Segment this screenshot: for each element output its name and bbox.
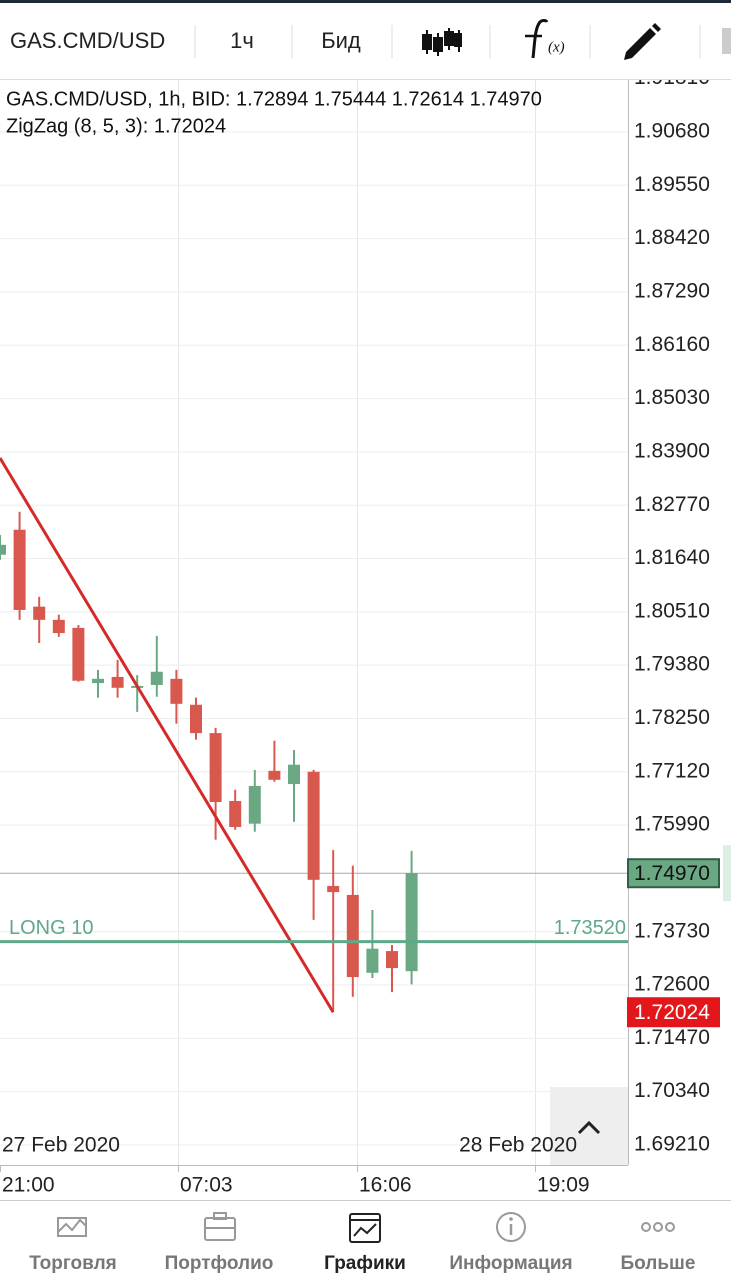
- chart-type-button[interactable]: [422, 28, 462, 56]
- date-label: 27 Feb 2020: [2, 1134, 120, 1157]
- x-tick-label: 19:09: [537, 1174, 590, 1197]
- y-tick-label: 1.82770: [634, 493, 710, 516]
- y-tick-label: 1.83900: [634, 439, 710, 462]
- position-label: LONG 10: [9, 917, 93, 939]
- x-tick-label: 16:06: [359, 1174, 412, 1197]
- nav-item[interactable]: Информация: [449, 1212, 573, 1274]
- y-tick-label: 1.73730: [634, 919, 710, 942]
- candle-body: [72, 627, 85, 681]
- candle-body: [386, 951, 398, 969]
- candle-body: [307, 771, 320, 880]
- y-tick-label: 1.77120: [634, 759, 710, 782]
- price-tag-label: 1.74970: [634, 862, 710, 885]
- candle-body: [229, 801, 242, 827]
- y-tick-label: 1.87290: [634, 279, 710, 302]
- candle-body: [33, 606, 46, 620]
- y-tick-label: 1.90680: [634, 120, 710, 143]
- more-button[interactable]: [722, 28, 731, 54]
- toolbar: GAS.CMD/USD 1ч Бид (x): [0, 0, 731, 80]
- y-tick-label: 1.72600: [634, 973, 710, 996]
- svg-text:(x): (x): [548, 39, 565, 55]
- nav-label: Информация: [449, 1253, 572, 1274]
- candle-body: [248, 785, 261, 824]
- candle-body: [346, 894, 359, 978]
- candle-body: [92, 678, 104, 684]
- overlay: LONG 10 1.73520: [9, 917, 626, 939]
- candle-body: [327, 885, 340, 893]
- indicator-label: ZigZag (8, 5, 3): 1.72024: [6, 115, 226, 137]
- position-price: 1.73520: [554, 917, 626, 939]
- y-tick-label: 1.75990: [634, 813, 710, 836]
- candle-body: [0, 544, 6, 555]
- candle-body: [288, 764, 300, 785]
- y-tick-label: 1.85030: [634, 386, 710, 409]
- y-tick-label: 1.78250: [634, 706, 710, 729]
- indicators-button[interactable]: (x): [525, 19, 565, 59]
- y-tick-label: 1.89550: [634, 173, 710, 196]
- time-axis: 21:00 07:03 16:06 19:09: [0, 1165, 590, 1197]
- nav-item[interactable]: Торговля: [29, 1217, 117, 1274]
- candle-body: [170, 678, 183, 704]
- candle-body: [366, 948, 379, 973]
- price-side-button[interactable]: Бид: [321, 28, 361, 53]
- plot-area: [0, 80, 628, 1165]
- nav-item[interactable]: Портфолио: [165, 1212, 274, 1274]
- timeframe-button[interactable]: 1ч: [230, 28, 254, 53]
- y-tick-label: 1.79380: [634, 653, 710, 676]
- nav-label: Графики: [324, 1253, 406, 1274]
- nav-label: Больше: [621, 1253, 696, 1274]
- draw-button[interactable]: [624, 23, 661, 60]
- candle-body: [111, 676, 124, 688]
- nav-label: Портфолио: [165, 1253, 274, 1274]
- scroll-button[interactable]: [550, 1087, 628, 1165]
- y-tick-label: 1.71470: [634, 1026, 710, 1049]
- candle-body: [268, 770, 281, 780]
- symbol-button[interactable]: GAS.CMD/USD: [10, 28, 165, 53]
- bottom-nav: Торговля Портфолио Графики Информация Бо…: [29, 1212, 696, 1274]
- chart-header: GAS.CMD/USD, 1h, BID: 1.72894 1.75444 1.…: [6, 88, 542, 110]
- price-tag: [627, 858, 720, 889]
- candle-body: [52, 619, 65, 634]
- x-tick-label: 07:03: [180, 1174, 233, 1197]
- nav-item[interactable]: Графики: [324, 1213, 406, 1274]
- nav-item[interactable]: Больше: [621, 1222, 696, 1274]
- candle-body: [190, 704, 202, 734]
- y-tick-label: 1.80510: [634, 599, 710, 622]
- y-tick-label: 1.86160: [634, 333, 710, 356]
- price-tag: [627, 997, 720, 1028]
- candle-body: [150, 671, 163, 685]
- zigzag-line: [0, 457, 335, 1013]
- candle-body: [405, 873, 418, 972]
- price-tag-edge: [723, 845, 731, 902]
- y-tick-label: 1.88420: [634, 226, 710, 249]
- date-label: 28 Feb 2020: [459, 1134, 577, 1157]
- x-tick-label: 21:00: [2, 1174, 55, 1197]
- y-tick-label: 1.81640: [634, 546, 710, 569]
- price-tag-label: 1.72024: [634, 1001, 710, 1024]
- candle-body: [209, 733, 222, 802]
- y-tick-label: 1.70340: [634, 1079, 710, 1102]
- candle-body: [13, 529, 26, 610]
- y-tick-label: 1.69210: [634, 1133, 710, 1156]
- nav-label: Торговля: [29, 1253, 116, 1274]
